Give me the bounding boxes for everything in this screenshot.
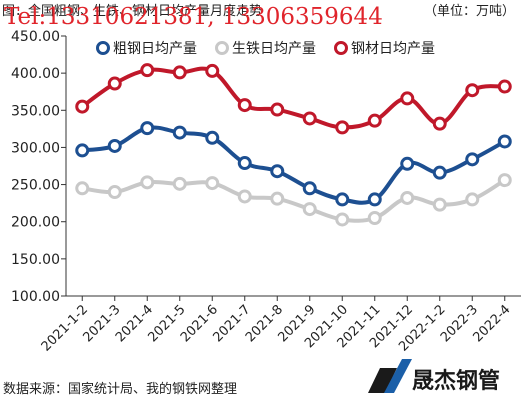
unit-label: （单位：万吨） [424, 4, 515, 19]
legend-marker [334, 41, 348, 55]
data-point [335, 120, 350, 135]
data-point [237, 156, 252, 171]
y-tick-label: 150.00 [11, 252, 60, 268]
data-point [465, 83, 480, 98]
data-point [107, 185, 122, 199]
data-point [75, 143, 90, 158]
data-point [497, 173, 512, 188]
data-point [335, 192, 350, 207]
data-point [432, 116, 447, 131]
data-point [432, 165, 447, 180]
data-point [367, 113, 382, 128]
data-point [75, 99, 90, 114]
data-point [270, 102, 285, 117]
data-point [302, 202, 317, 217]
data-point [107, 138, 122, 153]
y-tick-label: 400.00 [11, 66, 60, 82]
data-point [400, 156, 415, 171]
data-point [270, 191, 285, 206]
data-point [172, 125, 187, 140]
data-point [205, 176, 220, 191]
y-tick-label: 100.00 [11, 289, 60, 305]
series-layer [75, 63, 512, 227]
data-point [270, 164, 285, 179]
y-tick-label: 300.00 [11, 140, 60, 156]
y-tick-label: 350.00 [11, 103, 60, 119]
data-point [172, 176, 187, 191]
data-source-note: 数据来源：国家统计局、我的钢铁网整理 [3, 381, 237, 397]
data-point [205, 130, 220, 145]
brand-logo: 晟杰钢管 [368, 359, 500, 394]
data-point [400, 91, 415, 106]
data-point [140, 121, 155, 136]
x-tick-label: 2021-1-2 [39, 302, 91, 354]
phone-watermark: Tel:13310621381, 13306359644 [4, 4, 383, 30]
data-point [205, 63, 220, 78]
y-tick-label: 200.00 [11, 215, 60, 231]
series-line-0 [80, 125, 507, 205]
data-point [335, 212, 350, 227]
data-point [107, 76, 122, 91]
data-point [75, 181, 90, 196]
data-point [497, 79, 512, 94]
data-point [465, 192, 480, 207]
logo-text: 晟杰钢管 [412, 368, 500, 394]
data-point [367, 211, 382, 225]
legend-label: 生铁日均产量 [232, 41, 316, 57]
data-point [237, 98, 252, 113]
legend: 粗钢日均产量 生铁日均产量 钢材日均产量 [96, 41, 435, 57]
data-point [432, 197, 447, 212]
data-point [367, 192, 382, 207]
y-tick-label: 250.00 [11, 178, 60, 194]
y-tick-label: 450.00 [11, 29, 60, 45]
data-point [400, 190, 415, 205]
data-point [497, 134, 512, 149]
data-point [140, 63, 155, 78]
legend-marker [215, 41, 229, 55]
data-point [172, 65, 187, 80]
legend-label: 钢材日均产量 [351, 41, 435, 57]
logo-mark-icon [368, 359, 412, 393]
data-point [302, 111, 317, 126]
chart-title: 图：全国粗钢、生铁、钢材日均产量月度走势 [2, 3, 262, 19]
legend-label: 粗钢日均产量 [113, 41, 197, 57]
y-axis-ticks: 100.00 150.00 200.00 250.00 300.00 350.00 400.… [11, 29, 66, 305]
data-point [465, 152, 480, 167]
data-point [237, 189, 252, 204]
x-axis-ticks: 2021-1-22021-32021-42021-52021-62021-720… [39, 296, 514, 355]
data-point [302, 181, 317, 196]
data-point [140, 175, 155, 190]
legend-marker [96, 41, 110, 55]
